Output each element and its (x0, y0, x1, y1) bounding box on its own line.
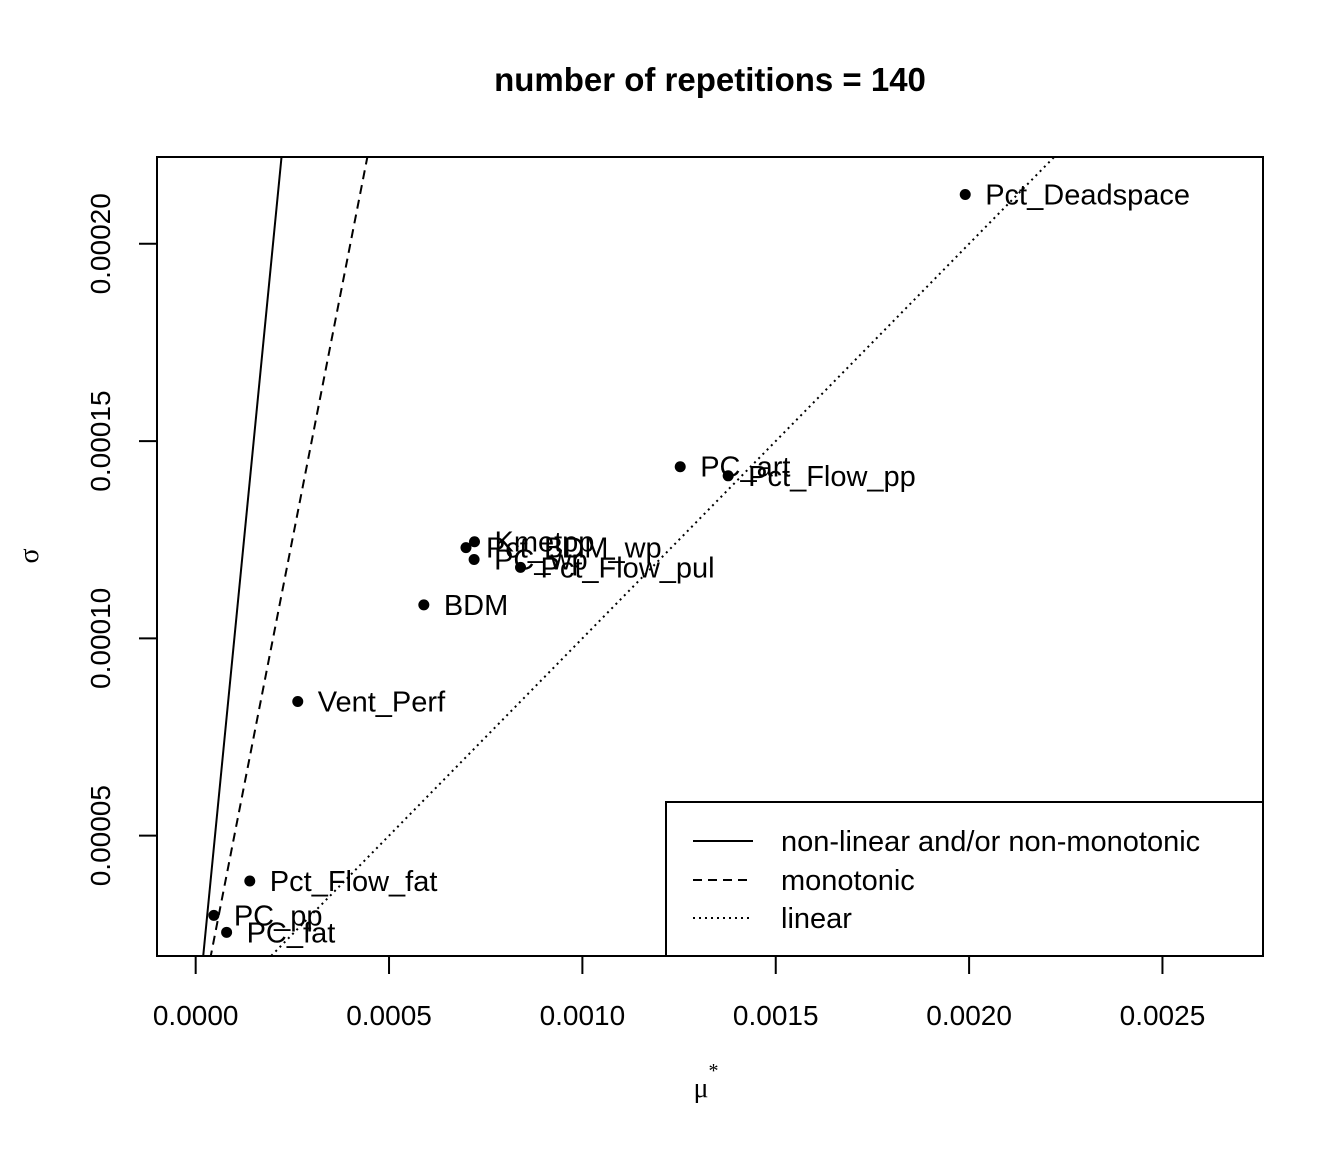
data-point (418, 599, 430, 611)
x-tick-label: 0.0025 (1120, 1000, 1206, 1031)
x-axis-label-main: μ (693, 1073, 708, 1104)
reference-lines (202, 157, 1056, 956)
data-point (722, 470, 734, 482)
y-tick-label: 0.00010 (85, 588, 116, 689)
data-point-label: PC_art (700, 452, 790, 484)
y-tick-label: 0.00005 (85, 785, 116, 886)
y-axis-label: σ (14, 548, 45, 563)
x-tick-label: 0.0010 (540, 1000, 626, 1031)
x-tick-label: 0.0020 (926, 1000, 1012, 1031)
data-point (292, 696, 304, 708)
legend-label-linear: linear (781, 903, 852, 935)
data-point-label: Pct_Deadspace (985, 179, 1190, 211)
data-point-label: Kmetpp (494, 527, 594, 559)
data-point (468, 536, 480, 548)
data-point-label: PC_pp (234, 900, 323, 932)
x-tick-label: 0.0000 (153, 1000, 239, 1031)
y-axis: 0.00005 0.00010 0.00015 0.00020 (85, 193, 158, 886)
x-tick-label: 0.0015 (733, 1000, 819, 1031)
legend-label-monotonic: monotonic (781, 865, 915, 897)
data-point (674, 461, 686, 473)
data-point (515, 561, 527, 573)
x-axis-label: μ* (693, 1060, 718, 1104)
y-tick-label: 0.00020 (85, 193, 116, 294)
data-point (460, 542, 472, 554)
x-axis-label-superscript: * (709, 1060, 719, 1082)
data-point-label: PC_fat (247, 917, 336, 949)
data-point (208, 909, 220, 921)
data-point-label: Pct_BDM_wp (486, 533, 662, 565)
reference-line-dotted (269, 157, 1056, 956)
data-point-label: Pct_Flow_pp (748, 461, 916, 493)
chart-title: number of repetitions = 140 (494, 61, 926, 98)
data-point-label: Pct_Flow_pul (541, 552, 715, 584)
x-tick-label: 0.0005 (346, 1000, 432, 1031)
data-points: Pct_DeadspacePC_artPct_Flow_ppKmetppPct_… (208, 179, 1190, 949)
x-axis: 0.0000 0.0005 0.0010 0.0015 0.0020 0.0025 (153, 955, 1206, 1031)
y-tick-label: 0.00015 (85, 390, 116, 491)
data-point (244, 875, 256, 887)
data-point-label: PC_wp (494, 544, 587, 576)
legend-box (665, 801, 1264, 957)
data-point-label: BDM (444, 590, 508, 622)
data-point-label: Pct_Flow_fat (270, 866, 438, 898)
data-point (221, 926, 233, 938)
legend-label-nonlinear: non-linear and/or non-monotonic (781, 826, 1200, 858)
data-point-label: Vent_Perf (318, 687, 446, 719)
data-point (468, 553, 480, 565)
data-point (959, 188, 971, 200)
legend: non-linear and/or non-monotonic monotoni… (665, 801, 1264, 957)
